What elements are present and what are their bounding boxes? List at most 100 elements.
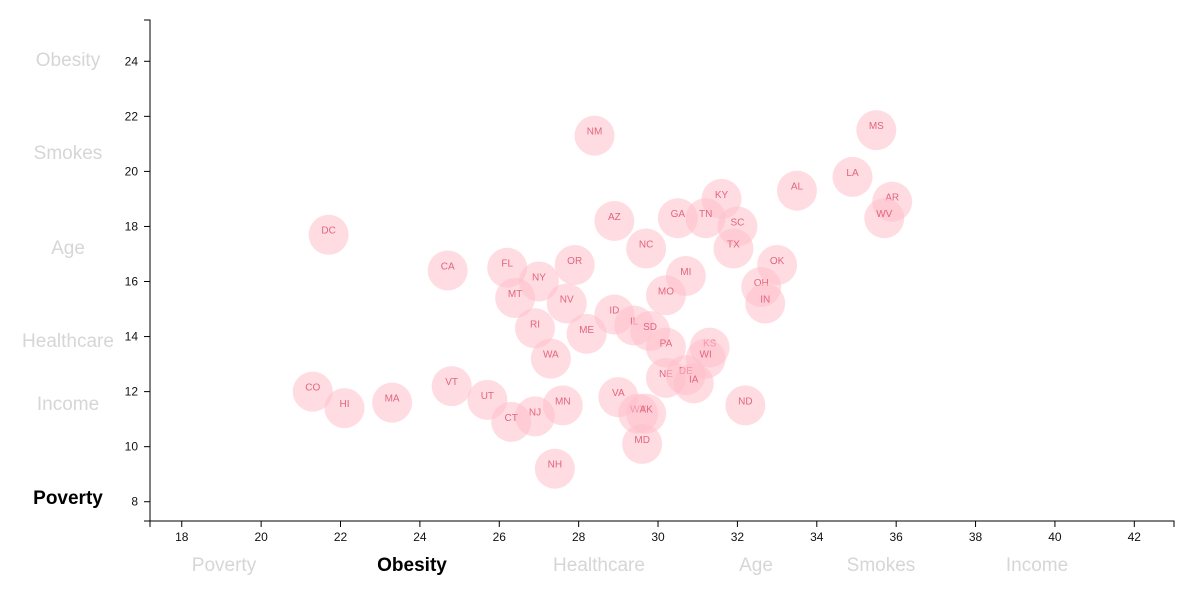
data-points: MS NM LA AL KY AR WV AZ GA TN SC DC NC TX OK OR FL CA MI NY…: [292, 110, 913, 489]
state-point-ri[interactable]: RI: [514, 308, 555, 349]
x-tick-label: 38: [969, 530, 983, 544]
state-label: SD: [643, 322, 657, 333]
state-point-ct[interactable]: CT: [491, 401, 532, 442]
state-point-nd[interactable]: ND: [725, 385, 766, 426]
state-point-tx[interactable]: TX: [713, 228, 754, 269]
state-circle[interactable]: [776, 170, 817, 211]
state-label: IN: [760, 295, 770, 306]
state-circle[interactable]: [431, 366, 472, 407]
state-circle[interactable]: [487, 247, 528, 288]
state-label: TX: [727, 239, 740, 250]
state-label: VA: [612, 388, 625, 399]
state-label: TN: [699, 209, 712, 220]
state-point-ga[interactable]: GA: [657, 198, 698, 239]
state-label: LA: [846, 168, 859, 179]
state-point-tn[interactable]: TN: [685, 198, 726, 239]
state-circle[interactable]: [856, 110, 897, 151]
state-circle[interactable]: [673, 363, 714, 404]
state-circle[interactable]: [622, 423, 663, 464]
state-circle[interactable]: [308, 214, 349, 255]
state-point-nc[interactable]: NC: [626, 228, 667, 269]
state-label: CO: [305, 383, 320, 394]
x-axis-option-obesity[interactable]: Obesity: [377, 555, 447, 576]
state-point-wa[interactable]: WA: [530, 338, 571, 379]
state-circle[interactable]: [372, 382, 413, 423]
state-circle[interactable]: [514, 308, 555, 349]
state-point-az[interactable]: AZ: [594, 200, 635, 241]
state-label: MS: [869, 121, 884, 132]
state-label: IA: [689, 374, 699, 385]
state-circle[interactable]: [725, 385, 766, 426]
x-axis-option-poverty[interactable]: Poverty: [192, 555, 257, 576]
state-label: CA: [441, 262, 455, 273]
state-label: NV: [560, 295, 574, 306]
state-point-co[interactable]: CO: [292, 371, 333, 412]
y-axis-option-income[interactable]: Income: [37, 394, 99, 415]
x-axis-option-healthcare[interactable]: Healthcare: [553, 555, 645, 576]
x-axis-option-age[interactable]: Age: [739, 555, 773, 576]
state-circle[interactable]: [626, 393, 667, 434]
y-axis-option-poverty[interactable]: Poverty: [33, 488, 103, 509]
y-axis-option-smokes[interactable]: Smokes: [34, 143, 103, 164]
state-circle[interactable]: [626, 228, 667, 269]
state-circle[interactable]: [657, 198, 698, 239]
x-tick-label: 28: [572, 530, 586, 544]
state-circle[interactable]: [645, 327, 686, 368]
state-circle[interactable]: [292, 371, 333, 412]
state-label: PA: [660, 339, 673, 350]
state-point-wv[interactable]: WV: [864, 198, 905, 239]
state-point-al[interactable]: AL: [776, 170, 817, 211]
state-point-or[interactable]: OR: [554, 244, 595, 285]
y-axis-option-healthcare[interactable]: Healthcare: [22, 331, 114, 352]
state-point-in[interactable]: IN: [745, 283, 786, 324]
state-point-me[interactable]: ME: [566, 313, 607, 354]
y-axis-option-obesity[interactable]: Obesity: [36, 50, 101, 71]
state-point-ia[interactable]: IA: [673, 363, 714, 404]
y-axis-options: Obesity Smokes Age Healthcare Income Poverty: [22, 50, 114, 509]
state-point-nv[interactable]: NV: [546, 283, 587, 324]
state-label: MO: [658, 286, 674, 297]
state-point-ma[interactable]: MA: [372, 382, 413, 423]
state-label: OH: [754, 278, 769, 289]
y-tick-label: 20: [125, 164, 139, 178]
state-circle[interactable]: [745, 283, 786, 324]
state-circle[interactable]: [324, 388, 365, 429]
state-circle[interactable]: [645, 275, 686, 316]
state-circle[interactable]: [713, 228, 754, 269]
state-circle[interactable]: [554, 244, 595, 285]
state-point-mo[interactable]: MO: [645, 275, 686, 316]
state-circle[interactable]: [546, 283, 587, 324]
state-point-ca[interactable]: CA: [427, 250, 468, 291]
state-point-fl[interactable]: FL: [487, 247, 528, 288]
state-circle[interactable]: [566, 313, 607, 354]
state-circle[interactable]: [495, 278, 536, 319]
state-point-dc[interactable]: DC: [308, 214, 349, 255]
state-point-vt[interactable]: VT: [431, 366, 472, 407]
axes: 18 20 22 24 26 28 30 32 34 36 38 40 42 8 10 12 14 16 18 20…: [125, 19, 1175, 544]
state-point-ms[interactable]: MS: [856, 110, 897, 151]
state-point-la[interactable]: LA: [832, 156, 873, 197]
state-point-pa[interactable]: PA: [645, 327, 686, 368]
state-point-hi[interactable]: HI: [324, 388, 365, 429]
x-axis-option-smokes[interactable]: Smokes: [847, 555, 916, 576]
state-point-ak[interactable]: AK: [626, 393, 667, 434]
state-label: AR: [885, 193, 899, 204]
state-circle[interactable]: [685, 198, 726, 239]
state-circle[interactable]: [864, 198, 905, 239]
y-tick-label: 18: [125, 219, 139, 233]
state-circle[interactable]: [427, 250, 468, 291]
state-circle[interactable]: [574, 115, 615, 156]
state-point-nh[interactable]: NH: [534, 448, 575, 489]
y-axis-option-age[interactable]: Age: [51, 238, 85, 259]
state-circle[interactable]: [594, 200, 635, 241]
x-tick-label: 40: [1048, 530, 1062, 544]
state-point-md[interactable]: MD: [622, 423, 663, 464]
state-circle[interactable]: [491, 401, 532, 442]
state-point-mt[interactable]: MT: [495, 278, 536, 319]
state-circle[interactable]: [832, 156, 873, 197]
state-circle[interactable]: [534, 448, 575, 489]
state-point-nm[interactable]: NM: [574, 115, 615, 156]
state-circle[interactable]: [530, 338, 571, 379]
state-label: VT: [445, 377, 458, 388]
x-axis-option-income[interactable]: Income: [1006, 555, 1068, 576]
